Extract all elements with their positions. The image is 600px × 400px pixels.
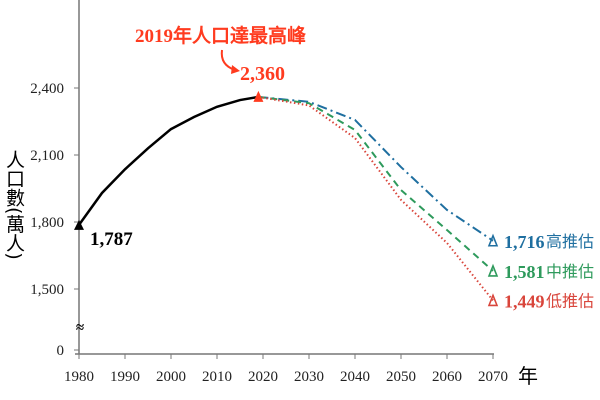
series-name-label: 中推估 <box>546 262 594 281</box>
projection-line-0 <box>258 95 494 242</box>
annotation-arrowhead <box>231 65 240 74</box>
projection-line-2 <box>258 95 494 302</box>
y-tick-label: 1,500 <box>30 282 64 298</box>
end-marker <box>487 233 499 247</box>
projection-line-1 <box>258 95 494 272</box>
y-axis-label: 人口數(萬人) <box>3 150 25 260</box>
peak-marker <box>253 90 264 102</box>
end-value-label: 1,581 <box>504 262 545 282</box>
x-axis-label: 年 <box>518 364 538 388</box>
y-tick-label: 1,800 <box>30 215 64 231</box>
peak-annotation: 2019年人口達最高峰 <box>135 24 307 47</box>
series-name-label: 低推估 <box>546 291 594 310</box>
x-tick-label: 2050 <box>386 369 416 385</box>
peak-label: 2,360 <box>240 63 285 85</box>
y-tick-label: 2,100 <box>30 148 64 164</box>
historical-line <box>77 95 259 226</box>
start-label: 1,787 <box>90 229 133 250</box>
x-tick-label: 1990 <box>110 369 140 385</box>
x-tick-label: 2000 <box>156 369 186 385</box>
y-tick-label: 2,400 <box>30 81 64 97</box>
axis-break-mark: ≈ <box>76 320 84 336</box>
x-tick-label: 2040 <box>340 369 370 385</box>
x-tick-label: 1980 <box>64 369 94 385</box>
labels: 0 1,500 1,800 2,100 2,400 1980 1990 2000 2010 202… <box>3 24 594 388</box>
series-name-label: 高推估 <box>546 232 594 251</box>
start-marker <box>74 219 84 230</box>
y-tick-label: 0 <box>57 343 65 359</box>
end-marker <box>487 263 499 277</box>
end-marker <box>487 293 499 307</box>
x-tick-label: 2020 <box>248 369 278 385</box>
x-tick-label: 2060 <box>432 369 462 385</box>
x-tick-label: 2030 <box>294 369 324 385</box>
end-value-label: 1,716 <box>504 232 545 252</box>
axes <box>74 0 494 359</box>
end-value-label: 1,449 <box>504 291 545 311</box>
lines <box>74 49 499 307</box>
x-tick-label: 2010 <box>202 369 232 385</box>
x-tick-label: 2070 <box>478 369 508 385</box>
